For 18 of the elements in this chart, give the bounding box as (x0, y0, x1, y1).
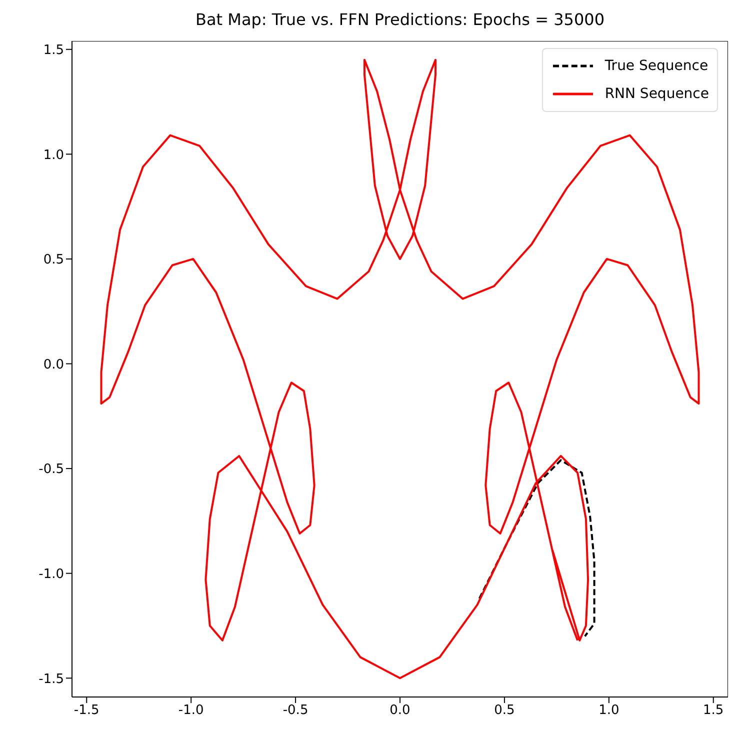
y-tick-label: 0.5 (43, 252, 64, 268)
x-tick-label: 0.0 (390, 703, 410, 718)
x-tick-label: 1.5 (703, 703, 724, 718)
x-tick-label: 0.5 (494, 703, 515, 718)
line-series (478, 459, 596, 638)
legend-label: RNN Sequence (604, 86, 709, 102)
y-tick-label: -0.5 (38, 462, 64, 478)
x-tick-label: -0.5 (282, 703, 308, 718)
y-tick-label: 1.5 (43, 43, 64, 58)
x-tick-label: -1.5 (74, 703, 100, 718)
y-tick-label: -1.0 (38, 566, 64, 582)
x-tick-label: 1.0 (598, 703, 620, 718)
y-tick-label: -1.5 (38, 672, 64, 687)
x-tick-label: -1.0 (178, 703, 204, 718)
chart-title: Bat Map: True vs. FFN Predictions: Epochs = 35000 (194, 10, 606, 29)
y-tick-label: 1.0 (43, 148, 64, 163)
legend-label: True Sequence (604, 58, 708, 74)
y-tick-label: 0.0 (43, 357, 64, 372)
